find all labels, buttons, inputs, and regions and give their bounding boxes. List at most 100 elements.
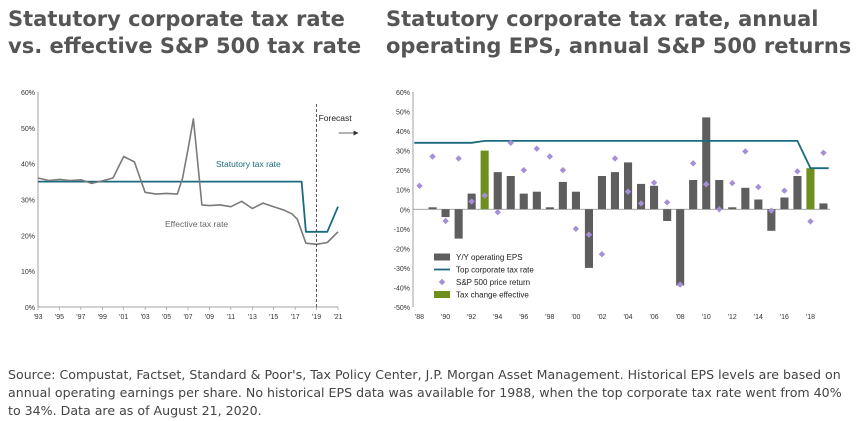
eps-bar — [441, 209, 450, 218]
top-tax-rate-line — [414, 139, 829, 170]
left-chart-x-tick-label: '97 — [76, 314, 85, 321]
sp500-return-point — [520, 166, 527, 174]
eps-bar — [702, 117, 711, 210]
left-chart-x-tick-label: '21 — [333, 314, 342, 321]
eps-bar — [780, 197, 789, 210]
effective-tax-rate-line — [37, 118, 339, 246]
right-chart-x-tick-label: '16 — [780, 314, 789, 321]
right-chart-x-tick-label: '02 — [597, 314, 606, 321]
eps-bar — [676, 209, 685, 286]
right-chart-y-tick-label: -40% — [394, 285, 410, 292]
left-chart-x-tick-label: '95 — [55, 314, 64, 321]
right-chart-y-tick-label: -30% — [394, 266, 410, 273]
eps-bar — [637, 183, 646, 210]
left-chart-y-tick-label: 60% — [21, 90, 35, 97]
left-chart-axes — [37, 92, 339, 310]
forecast-arrow-head — [353, 130, 359, 136]
left-chart-y-tick-label: 0% — [25, 305, 35, 312]
left-chart-x-tick-label: '05 — [162, 314, 171, 321]
sp500-return-point — [624, 188, 632, 195]
sp500-return-point — [794, 168, 801, 175]
sp500-return-point — [494, 209, 501, 216]
sp500-return-point — [807, 218, 814, 225]
sp500-return-point — [442, 217, 449, 225]
sp500-return-point — [703, 181, 710, 188]
right-chart-y-tick-label: 10% — [396, 188, 410, 195]
right-chart-y-tick-label: -20% — [394, 246, 410, 253]
eps-bar — [767, 209, 776, 231]
right-chart-x-tick-label: '98 — [545, 314, 554, 321]
eps-bar — [597, 176, 606, 210]
right-chart-x-tick-label: '92 — [467, 314, 476, 321]
eps-bar — [506, 176, 515, 210]
eps-bar — [610, 172, 619, 210]
sp500-return-point — [676, 281, 684, 288]
tax-change-bar — [806, 168, 815, 210]
right-chart-y-tick-label: 60% — [396, 90, 410, 97]
right-chart-tick-labels: -50% -40% -30% -20% -10% 0% 10% 20% 30% 40% 50% 60%… — [394, 90, 815, 321]
left-chart-x-tick-label: '03 — [141, 314, 150, 321]
eps-bar — [819, 203, 828, 210]
right-chart-x-tick-label: '00 — [571, 314, 580, 321]
top-tax-rate-line-group — [414, 139, 829, 170]
eps-bar — [519, 193, 528, 210]
left-chart-x-tick-label: '15 — [269, 314, 278, 321]
right-chart-y-tick-label: 0% — [400, 207, 410, 214]
eps-bar — [558, 181, 567, 210]
legend-label: S&P 500 price return — [456, 278, 530, 287]
sp500-return-point — [559, 166, 567, 174]
eps-bar — [715, 180, 724, 210]
right-chart-y-tick-label: 20% — [396, 168, 410, 175]
legend-swatch — [434, 253, 450, 261]
forecast-marker: Forecast — [316, 104, 359, 307]
sp500-return-point — [729, 179, 736, 187]
eps-bar — [545, 207, 554, 210]
right-chart-title: Statutory corporate tax rate, annual ope… — [386, 7, 852, 58]
right-chart-x-tick-label: '94 — [493, 314, 502, 321]
statutory-tax-rate-label: Statutory tax rate — [216, 159, 281, 169]
effective-tax-rate-label: Effective tax rate — [165, 219, 228, 229]
source-note: Source: Compustat, Factset, Standard & P… — [8, 367, 842, 418]
right-chart-x-tick-label: '04 — [623, 314, 632, 321]
right-chart-x-tick-label: '88 — [415, 314, 424, 321]
legend-label: Tax change effective — [456, 291, 529, 300]
sp500-return-point — [598, 251, 606, 258]
sp500-return-point — [663, 199, 671, 206]
left-chart-x-tick-label: '13 — [248, 314, 257, 321]
left-chart-x-tick-label: '19 — [312, 314, 321, 321]
left-chart-y-tick-label: 20% — [21, 233, 35, 240]
sp500-return-point — [585, 231, 593, 238]
sp500-return-points — [416, 139, 827, 288]
eps-bar — [532, 191, 541, 210]
sp500-return-point — [755, 183, 762, 191]
sp500-return-point — [611, 155, 619, 162]
sp500-return-point — [533, 145, 540, 152]
sp500-return-point — [716, 206, 723, 213]
left-chart-x-tick-label: '07 — [183, 314, 192, 321]
forecast-label: Forecast — [319, 113, 353, 123]
sp500-return-point — [689, 160, 697, 167]
left-chart-title: Statutory corporate tax rate vs. effecti… — [8, 7, 362, 58]
sp500-return-point — [429, 153, 436, 160]
left-chart-y-tick-label: 40% — [21, 162, 35, 169]
left-chart-y-tick-label: 50% — [21, 126, 35, 133]
right-chart-x-tick-label: '90 — [441, 314, 450, 321]
sp500-return-point — [820, 149, 827, 156]
left-chart-x-tick-label: '09 — [205, 314, 214, 321]
sp500-return-point — [637, 200, 645, 207]
eps-bar — [754, 199, 763, 210]
legend-swatch — [438, 278, 446, 286]
right-chart-y-tick-label: 40% — [396, 129, 410, 136]
sp500-return-point — [507, 139, 514, 147]
right-chart-x-tick-label: '14 — [754, 314, 763, 321]
sp500-return-point — [546, 153, 554, 160]
right-chart-x-tick-label: '12 — [728, 314, 737, 321]
eps-bar — [650, 185, 659, 210]
right-chart-y-tick-label: -50% — [394, 305, 410, 312]
eps-bar — [428, 207, 437, 210]
legend-swatch — [434, 291, 450, 298]
eps-bar — [728, 207, 737, 210]
sp500-return-point — [781, 187, 788, 194]
right-chart-y-tick-label: 30% — [396, 149, 410, 156]
left-chart-series — [37, 118, 339, 246]
